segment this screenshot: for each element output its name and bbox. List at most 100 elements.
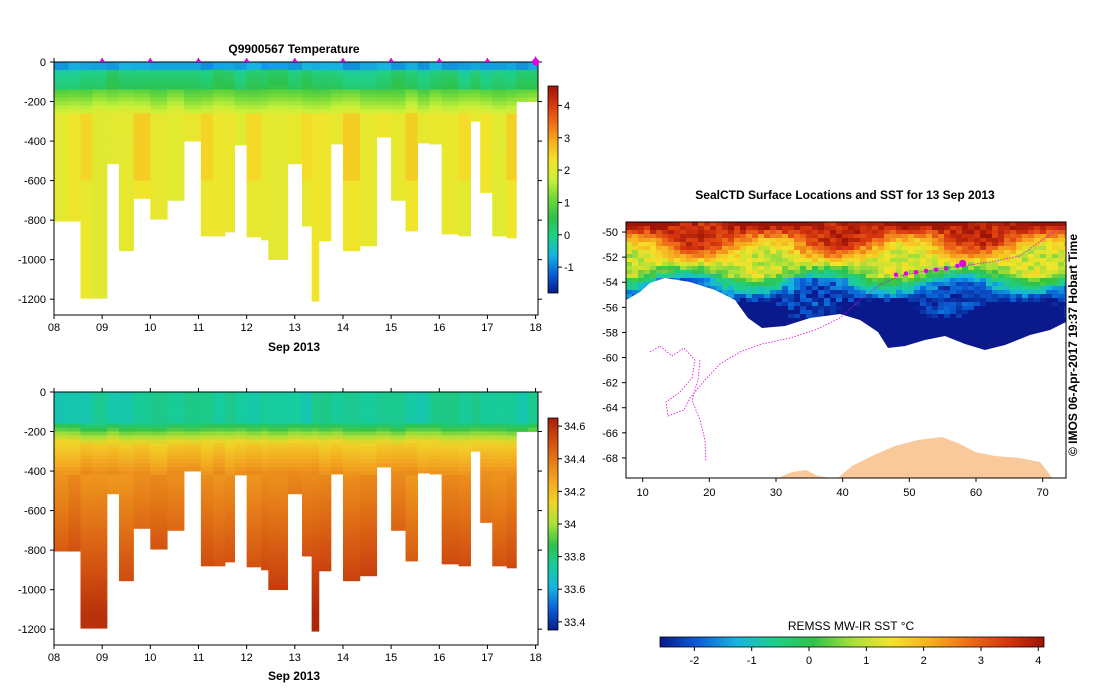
- salinity-cell: [359, 538, 378, 543]
- temperature-cell: [417, 137, 431, 142]
- salinity-cell: [391, 435, 406, 440]
- temperature-cell: [302, 188, 313, 193]
- sst-cell: [806, 258, 813, 263]
- salinity-cell: [330, 459, 344, 464]
- temperature-cell: [318, 204, 332, 209]
- sst-cell: [656, 230, 663, 235]
- salinity-cell: [330, 443, 344, 448]
- temperature-cell: [133, 192, 151, 197]
- sst-cell: [632, 238, 639, 243]
- temperature-cell: [506, 224, 517, 229]
- sst-cell: [794, 318, 801, 323]
- salinity-cell: [200, 439, 214, 444]
- sst-cell: [908, 242, 915, 247]
- temperature-cell: [342, 180, 361, 185]
- temperature-cell: [405, 81, 418, 87]
- temperature-cell: [92, 141, 108, 146]
- sst-cell: [836, 310, 843, 315]
- temperature-cell: [80, 73, 93, 79]
- temperature-cell: [359, 125, 378, 130]
- salinity-cell: [92, 403, 108, 409]
- sst-cell: [740, 302, 747, 307]
- temperature-cell: [318, 196, 332, 201]
- sst-cell: [842, 306, 849, 311]
- sst-cell: [638, 242, 645, 247]
- temperature-cell: [150, 180, 168, 185]
- sst-cell: [1040, 282, 1047, 287]
- sst-cell: [824, 242, 831, 247]
- temperature-cell: [119, 168, 134, 174]
- sst-cell: [812, 302, 819, 307]
- sst-cell: [788, 238, 795, 243]
- temperature-cell: [441, 180, 459, 185]
- temperature-cb-tick-label: 3: [564, 133, 570, 145]
- salinity-cell: [458, 538, 471, 543]
- sst-cell: [668, 274, 675, 279]
- sst-cell: [956, 230, 963, 235]
- sst-cell: [968, 234, 975, 239]
- salinity-cell: [480, 392, 493, 397]
- sst-cell: [788, 270, 795, 275]
- temperature-cell: [119, 192, 134, 197]
- salinity-cell: [133, 463, 151, 468]
- salinity-cell: [330, 435, 344, 440]
- sst-cell: [806, 274, 813, 279]
- salinity-cell: [405, 411, 418, 417]
- sst-cell: [1034, 222, 1041, 227]
- temperature-cell: [268, 216, 288, 221]
- temperature-cell: [318, 172, 332, 178]
- salinity-cell: [359, 447, 378, 452]
- sst-cell: [956, 274, 963, 279]
- temperature-cell: [391, 133, 406, 138]
- temperature-cell: [359, 62, 378, 67]
- sst-cell: [944, 302, 951, 307]
- temperature-cell: [342, 228, 361, 233]
- temperature-cell: [405, 117, 418, 122]
- sst-cell: [800, 298, 807, 303]
- sst-cell: [914, 254, 921, 259]
- salinity-cell: [68, 403, 81, 409]
- temperature-cell: [224, 81, 235, 87]
- temperature-cell: [318, 93, 332, 98]
- salinity-y-tick-label: -400: [24, 466, 46, 478]
- temperature-cell: [68, 62, 81, 67]
- salinity-cell: [80, 447, 93, 452]
- temperature-cell: [54, 156, 69, 162]
- sst-cell: [1010, 314, 1017, 319]
- salinity-cell: [506, 565, 517, 569]
- temperature-cell: [224, 141, 235, 146]
- temperature-cell: [68, 137, 81, 142]
- salinity-cell: [391, 431, 406, 436]
- sst-cell: [920, 294, 927, 299]
- salinity-cell: [80, 605, 93, 610]
- sst-cell: [998, 294, 1005, 299]
- temperature-cell: [133, 105, 151, 110]
- sst-cell: [848, 314, 855, 319]
- temperature-cell: [376, 109, 392, 114]
- salinity-cell: [492, 490, 508, 496]
- salinity-cell: [68, 427, 81, 432]
- temperature-cell: [133, 77, 151, 83]
- salinity-cell: [480, 486, 493, 492]
- temperature-cell: [311, 137, 320, 142]
- salinity-cell: [470, 403, 481, 409]
- salinity-cell: [212, 419, 226, 425]
- temperature-cell: [92, 176, 108, 181]
- temperature-cell: [261, 168, 269, 174]
- salinity-cell: [405, 522, 418, 527]
- temperature-cell: [80, 235, 93, 241]
- salinity-cell: [268, 392, 288, 397]
- salinity-cell: [212, 494, 226, 500]
- sst-cell: [890, 246, 897, 251]
- temperature-cell: [80, 184, 93, 189]
- sst-cell: [800, 262, 807, 267]
- salinity-cell: [405, 550, 418, 555]
- sst-cell: [1010, 274, 1017, 279]
- sst-cell: [824, 310, 831, 315]
- salinity-cell: [417, 399, 431, 405]
- sst-cell: [656, 274, 663, 279]
- temperature-cell: [92, 93, 108, 98]
- sst-cell: [674, 238, 681, 243]
- sst-cell: [836, 282, 843, 287]
